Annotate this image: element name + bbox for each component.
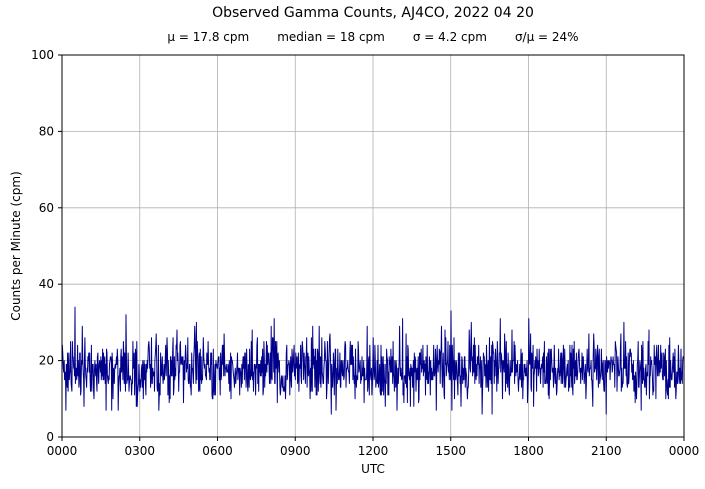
svg-text:20: 20 bbox=[39, 354, 54, 368]
svg-text:0600: 0600 bbox=[202, 444, 233, 458]
stat-median: median = 18 cpm bbox=[277, 30, 385, 44]
y-axis-label: Counts per Minute (cpm) bbox=[9, 171, 23, 321]
svg-text:0000: 0000 bbox=[47, 444, 78, 458]
stat-sigma-over-mean: σ/μ = 24% bbox=[514, 30, 579, 44]
svg-text:2100: 2100 bbox=[591, 444, 622, 458]
svg-text:1200: 1200 bbox=[358, 444, 389, 458]
svg-text:80: 80 bbox=[39, 124, 54, 138]
svg-text:1500: 1500 bbox=[435, 444, 466, 458]
svg-text:0900: 0900 bbox=[280, 444, 311, 458]
svg-text:100: 100 bbox=[31, 48, 54, 62]
svg-text:40: 40 bbox=[39, 277, 54, 291]
stat-sigma: σ = 4.2 cpm bbox=[412, 30, 487, 44]
svg-text:0: 0 bbox=[46, 430, 54, 444]
chart-title: Observed Gamma Counts, AJ4CO, 2022 04 20 bbox=[212, 5, 534, 21]
svg-text:60: 60 bbox=[39, 201, 54, 215]
svg-text:1800: 1800 bbox=[513, 444, 544, 458]
stat-mean: μ = 17.8 cpm bbox=[167, 30, 250, 44]
x-axis-label: UTC bbox=[361, 462, 385, 476]
chart-subtitle: μ = 17.8 cpm median = 18 cpm σ = 4.2 cpm… bbox=[62, 30, 684, 44]
svg-text:0300: 0300 bbox=[124, 444, 155, 458]
svg-text:0000: 0000 bbox=[669, 444, 700, 458]
